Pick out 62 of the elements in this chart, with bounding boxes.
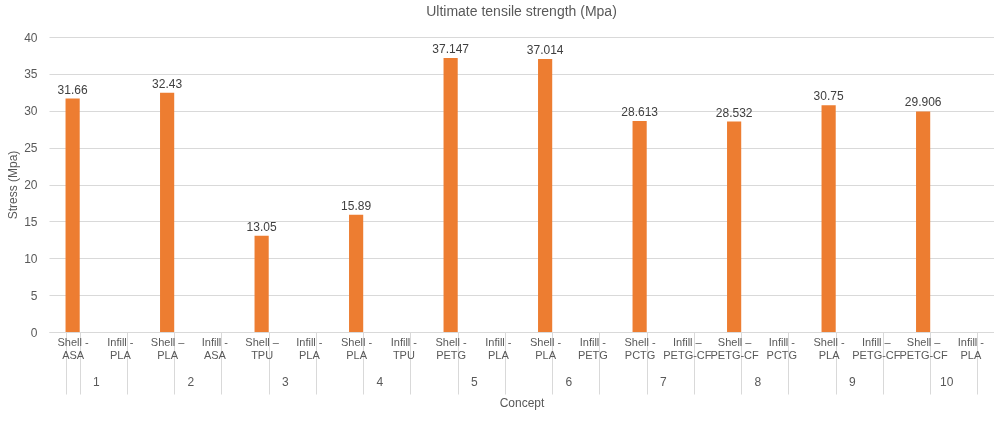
- bar: [443, 58, 458, 332]
- bar: [65, 98, 80, 332]
- text: 5: [470, 375, 478, 389]
- x-tick-label: Shell - PLA: [341, 335, 373, 361]
- data-label: 30.75: [813, 89, 844, 104]
- x-tick-label: Infill - PLA: [107, 335, 134, 361]
- bar: [160, 92, 175, 332]
- data-label: 37.014: [526, 43, 564, 58]
- y-tick-label: 20: [24, 178, 38, 192]
- text: 1: [92, 375, 100, 389]
- text: 4: [376, 375, 384, 389]
- y-tick-label: 40: [24, 30, 38, 45]
- y-tick-label: 30: [24, 104, 38, 119]
- x-tick-label: Shell - PCTG: [624, 335, 657, 361]
- bar: [727, 121, 742, 332]
- text: 3: [281, 375, 289, 389]
- x-tick-label: Shell – PETG-CF: [899, 335, 949, 361]
- y-tick-label: 15: [24, 214, 38, 229]
- y-axis-title: Stress (Mpa): [6, 150, 21, 220]
- data-label: 37.147: [432, 42, 470, 57]
- data-label: 15.89: [341, 198, 372, 213]
- bar: [254, 235, 269, 332]
- x-tick-label: Shell – PETG-CF: [710, 335, 760, 361]
- y-tick-label: 35: [24, 67, 38, 82]
- bar: [916, 111, 931, 332]
- x-tick-label: Infill – PETG-CF: [852, 335, 901, 361]
- data-label: 32.43: [152, 76, 183, 91]
- x-tick-label: Infill - ASA: [201, 335, 229, 361]
- x-tick-label: Infill - PCTG: [766, 335, 798, 361]
- data-label: 28.613: [621, 104, 659, 119]
- x-tick-label: Infill - PLA: [957, 335, 985, 361]
- x-tick-label: Shell - PETG: [435, 335, 468, 361]
- x-tick-label: Infill - PLA: [485, 335, 512, 361]
- bar: [349, 214, 364, 332]
- text: 8: [754, 375, 762, 389]
- y-tick-label: 25: [24, 141, 38, 156]
- text: 7: [659, 375, 667, 389]
- x-tick-label: Infill - TPU: [390, 335, 418, 361]
- text: 6: [565, 375, 573, 389]
- data-label: 29.906: [904, 95, 942, 110]
- data-label: 13.05: [246, 219, 277, 234]
- x-tick-label: Shell - PLA: [813, 335, 846, 361]
- data-label: 28.532: [715, 105, 753, 120]
- x-tick-label: Shell – PLA: [150, 335, 186, 361]
- x-axis-title: Concept: [499, 396, 546, 410]
- y-tick-label: 5: [30, 288, 38, 303]
- bar: [538, 59, 553, 332]
- y-tick-label: 0: [30, 325, 38, 340]
- y-tick-label: 10: [24, 251, 38, 266]
- text: 10: [940, 375, 954, 389]
- data-label: 31.66: [57, 82, 88, 97]
- bar: [632, 120, 647, 332]
- text: 2: [187, 375, 195, 389]
- x-tick-label: Shell - ASA: [57, 335, 90, 361]
- chart-title: Ultimate tensile strength (Mpa): [426, 3, 617, 19]
- x-tick-label: Infill – PETG-CF: [663, 335, 712, 361]
- x-tick-label: Infill - PLA: [296, 335, 323, 361]
- x-tick-label: Infill - PETG: [577, 335, 608, 361]
- text: 9: [848, 375, 856, 389]
- x-tick-label: Shell - PLA: [530, 335, 562, 361]
- bar: [821, 105, 836, 332]
- x-tick-label: Shell – TPU: [245, 335, 280, 361]
